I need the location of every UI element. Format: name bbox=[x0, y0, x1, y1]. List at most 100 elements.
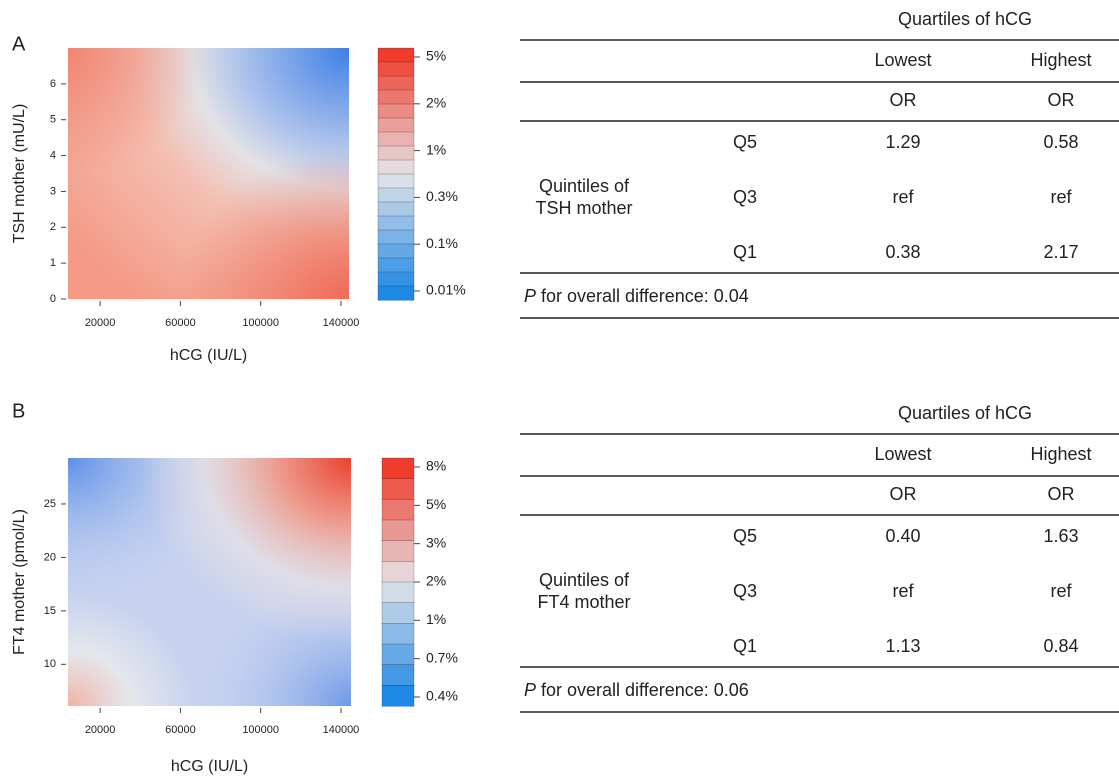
column-subheader: OR bbox=[890, 484, 917, 504]
table-cell: ref bbox=[1050, 581, 1072, 601]
colorbar-band bbox=[377, 103, 415, 119]
colorbar-label: 5% bbox=[426, 496, 446, 512]
y-tick-label: 10 bbox=[44, 658, 56, 670]
colorbar-band bbox=[377, 229, 415, 245]
y-tick-label: 1 bbox=[50, 257, 56, 269]
x-tick-label: 20000 bbox=[85, 317, 116, 329]
row-label: Q1 bbox=[733, 242, 757, 262]
table-cell: 2.17 bbox=[1043, 242, 1078, 262]
colorbar-band bbox=[381, 519, 415, 542]
colorbar-label: 3% bbox=[426, 534, 446, 550]
colorbar-label: 1% bbox=[426, 611, 446, 627]
x-tick-label: 60000 bbox=[165, 724, 196, 736]
x-tick-label: 100000 bbox=[242, 317, 279, 329]
colorbar-band bbox=[381, 664, 415, 686]
panel-label: A bbox=[12, 33, 26, 55]
colorbar-band bbox=[377, 117, 415, 133]
contour-fill bbox=[68, 48, 349, 299]
colorbar-band bbox=[377, 215, 415, 231]
colorbar-label: 5% bbox=[426, 48, 446, 64]
colorbar-band bbox=[381, 540, 415, 562]
y-tick-label: 6 bbox=[50, 78, 56, 90]
x-axis-label: hCG (IU/L) bbox=[171, 758, 248, 775]
row-label: Q5 bbox=[733, 526, 757, 546]
y-tick-label: 4 bbox=[50, 149, 56, 161]
colorbar-label: 2% bbox=[426, 95, 446, 111]
table-cell: ref bbox=[1050, 187, 1072, 207]
colorbar-band bbox=[377, 243, 415, 259]
colorbar-band bbox=[377, 173, 415, 189]
row-label: Q3 bbox=[733, 187, 757, 207]
x-tick-label: 60000 bbox=[165, 317, 196, 329]
table-cell: 0.84 bbox=[1043, 636, 1078, 656]
row-label: Q5 bbox=[733, 132, 757, 152]
table-cell: ref bbox=[892, 581, 914, 601]
colorbar-band bbox=[377, 201, 415, 217]
group-label: Quintiles of bbox=[539, 570, 630, 590]
column-subheader: OR bbox=[1048, 484, 1075, 504]
y-tick-label: 20 bbox=[44, 551, 56, 563]
table-cell: 0.38 bbox=[885, 242, 920, 262]
column-header: Lowest bbox=[874, 50, 931, 70]
colorbar-label: 0.01% bbox=[426, 282, 466, 298]
colorbar-band bbox=[377, 145, 415, 161]
p-symbol: P bbox=[524, 286, 536, 306]
colorbar-band bbox=[377, 75, 415, 91]
colorbar-band bbox=[377, 159, 415, 175]
footer-text: for overall difference: 0.06 bbox=[541, 680, 749, 700]
group-label: Quintiles of bbox=[539, 176, 630, 196]
colorbar-label: 1% bbox=[426, 141, 446, 157]
x-tick-label: 20000 bbox=[85, 724, 116, 736]
y-axis-label: TSH mother (mU/L) bbox=[11, 104, 28, 244]
group-label: FT4 mother bbox=[537, 592, 630, 612]
colorbar-band bbox=[381, 685, 415, 707]
colorbar-band bbox=[381, 499, 415, 521]
colorbar-band bbox=[381, 457, 415, 480]
column-header: Lowest bbox=[874, 444, 931, 464]
y-tick-label: 5 bbox=[50, 114, 56, 126]
column-header: Highest bbox=[1030, 444, 1091, 464]
colorbar-label: 2% bbox=[426, 573, 446, 589]
colorbar-label: 0.7% bbox=[426, 649, 458, 665]
colorbar-band bbox=[377, 131, 415, 147]
x-tick-label: 140000 bbox=[323, 317, 360, 329]
colorbar-band bbox=[381, 478, 415, 500]
footer-text: for overall difference: 0.04 bbox=[541, 286, 749, 306]
colorbar-band bbox=[377, 271, 415, 287]
colorbar-band bbox=[381, 643, 415, 666]
table-cell: 1.29 bbox=[885, 132, 920, 152]
colorbar-band bbox=[381, 561, 415, 583]
colorbar-band bbox=[377, 89, 415, 105]
panel-label: B bbox=[12, 400, 25, 422]
colorbar-band bbox=[377, 187, 415, 203]
table-header: Quartiles of hCG bbox=[898, 403, 1032, 423]
column-header: Highest bbox=[1030, 50, 1091, 70]
y-tick-label: 3 bbox=[50, 185, 56, 197]
p-symbol: P bbox=[524, 680, 536, 700]
row-label: Q1 bbox=[733, 636, 757, 656]
colorbar-band bbox=[381, 623, 415, 645]
colorbar-band bbox=[377, 285, 415, 301]
column-subheader: OR bbox=[890, 90, 917, 110]
colorbar-band bbox=[377, 61, 415, 77]
table-cell: 0.40 bbox=[885, 526, 920, 546]
column-subheader: OR bbox=[1048, 90, 1075, 110]
colorbar-label: 8% bbox=[426, 458, 446, 474]
y-tick-label: 2 bbox=[50, 221, 56, 233]
colorbar-band bbox=[381, 602, 415, 624]
y-tick-label: 0 bbox=[50, 293, 56, 305]
colorbar-label: 0.4% bbox=[426, 688, 458, 704]
x-axis-label: hCG (IU/L) bbox=[170, 347, 247, 364]
colorbar-band bbox=[381, 581, 415, 604]
colorbar-band bbox=[377, 47, 415, 63]
colorbar-label: 0.1% bbox=[426, 235, 458, 251]
table-cell: 0.58 bbox=[1043, 132, 1078, 152]
group-label: TSH mother bbox=[535, 198, 632, 218]
contour-fill bbox=[68, 458, 351, 706]
y-tick-label: 25 bbox=[44, 498, 56, 510]
row-label: Q3 bbox=[733, 581, 757, 601]
colorbar-label: 0.3% bbox=[426, 188, 458, 204]
x-tick-label: 100000 bbox=[242, 724, 279, 736]
